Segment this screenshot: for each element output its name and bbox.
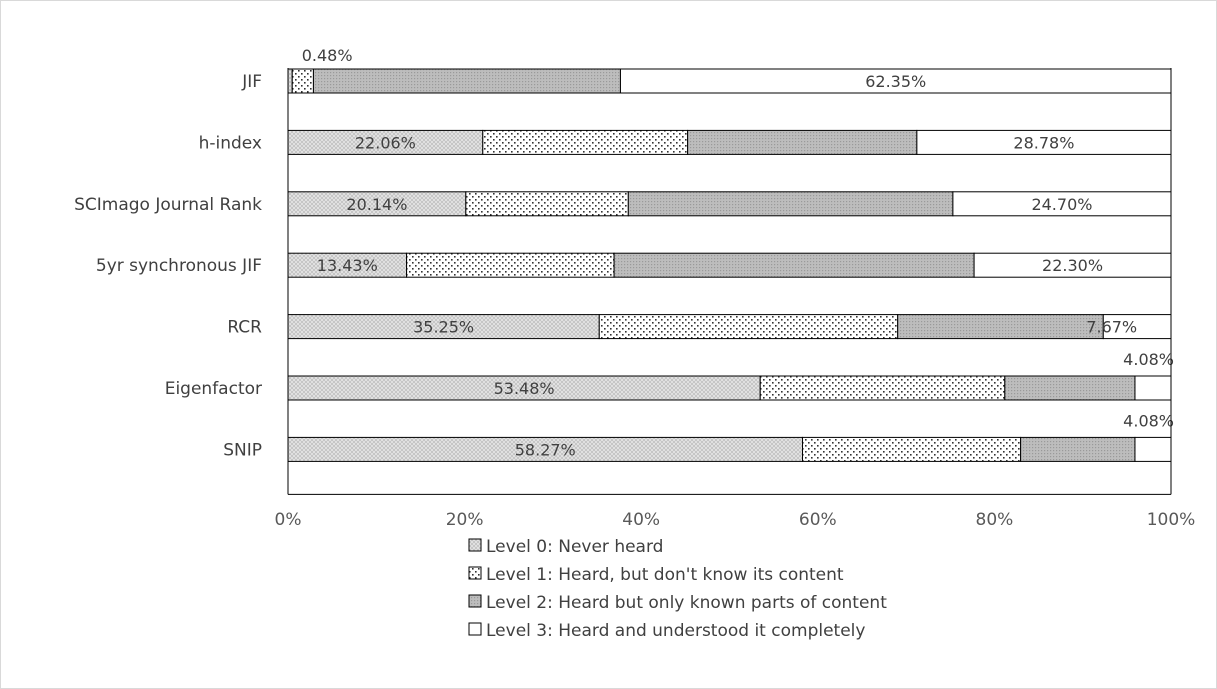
labels-layer: JIF h-index SCImago Journal Rank 5yr synchr… <box>74 46 1174 460</box>
bar-segment-rcr-level-3 <box>1102 314 1172 340</box>
bar-segment-snip-level-2 <box>1020 436 1136 462</box>
category-label-scimago-journal-rank: SCImago Journal Rank <box>74 195 262 215</box>
bar-segment-5yr-synchronous-jif-level-3 <box>973 252 1172 278</box>
bar-segment-snip-level-3 <box>1134 436 1172 462</box>
x-tick-label: 20% <box>446 510 484 530</box>
data-label: 28.78% <box>1013 133 1074 152</box>
bar-segment-rcr-level-2 <box>897 314 1104 340</box>
category-label-h-index: h-index <box>199 133 262 153</box>
data-label: 7.67% <box>1086 318 1137 337</box>
bar-segment-eigenfactor-level-0 <box>287 375 761 401</box>
legend-swatch-level-2 <box>468 594 482 608</box>
data-label: 4.08% <box>1123 350 1174 369</box>
legend-swatch-level-1 <box>468 566 482 580</box>
data-label: 58.27% <box>515 440 576 459</box>
bar-segment-h-index-level-3 <box>916 129 1172 155</box>
bar-segment-eigenfactor-level-3 <box>1134 375 1172 401</box>
data-label: 20.14% <box>346 195 407 214</box>
bar-segment-jif-level-1 <box>291 68 314 94</box>
x-tick-label: 0% <box>275 510 302 530</box>
legend-label-level-1: Level 1: Heard, but don't know its conte… <box>486 565 844 585</box>
legend-label-level-2: Level 2: Heard but only known parts of c… <box>486 593 887 613</box>
bar-segment-h-index-level-2 <box>687 129 918 155</box>
bar-segment-rcr-level-1 <box>598 314 899 340</box>
bar-segment-jif-level-0 <box>287 68 293 94</box>
bar-segment-scimago-journal-rank-level-1 <box>465 191 629 217</box>
legend-label-level-0: Level 0: Never heard <box>486 537 663 557</box>
data-label: 22.30% <box>1042 256 1103 275</box>
data-label: 53.48% <box>494 379 555 398</box>
bar-segment-h-index-level-0 <box>287 129 484 155</box>
data-label: 13.43% <box>317 256 378 275</box>
category-label-jif: JIF <box>241 72 262 92</box>
x-tick-label: 40% <box>622 510 660 530</box>
bar-segment-5yr-synchronous-jif-level-2 <box>613 252 975 278</box>
category-label-5yr-synchronous-jif: 5yr synchronous JIF <box>96 256 262 276</box>
bar-segment-eigenfactor-level-1 <box>759 375 1006 401</box>
legend-swatch-level-0 <box>468 538 482 552</box>
bar-segment-jif-level-2 <box>312 68 621 94</box>
x-tick-label: 60% <box>799 510 837 530</box>
bar-segment-h-index-level-1 <box>482 129 689 155</box>
legend-swatch-level-3 <box>468 622 482 636</box>
data-label: 35.25% <box>413 318 474 337</box>
x-axis: 0% 20% 40% 60% 80% 100% <box>275 68 1196 530</box>
category-label-snip: SNIP <box>223 440 262 460</box>
bar-segment-snip-level-1 <box>802 436 1022 462</box>
bar-segment-scimago-journal-rank-level-2 <box>627 191 954 217</box>
data-label: 4.08% <box>1123 411 1174 430</box>
bars-layer <box>287 68 1172 462</box>
legend-label-level-3: Level 3: Heard and understood it complet… <box>486 621 865 641</box>
legend: Level 0: Never heard Level 1: Heard, but … <box>468 537 887 641</box>
x-tick-label: 100% <box>1147 510 1196 530</box>
bar-segment-eigenfactor-level-2 <box>1004 375 1136 401</box>
bar-segment-scimago-journal-rank-level-3 <box>952 191 1172 217</box>
bar-segment-jif-level-3 <box>619 68 1172 94</box>
category-label-eigenfactor: Eigenfactor <box>165 379 262 399</box>
x-tick-label: 80% <box>976 510 1014 530</box>
bar-segment-5yr-synchronous-jif-level-1 <box>406 252 615 278</box>
category-label-rcr: RCR <box>227 318 262 338</box>
data-label: 62.35% <box>865 72 926 91</box>
data-label: 0.48% <box>302 46 353 65</box>
data-label: 22.06% <box>355 133 416 152</box>
data-label: 24.70% <box>1031 195 1092 214</box>
